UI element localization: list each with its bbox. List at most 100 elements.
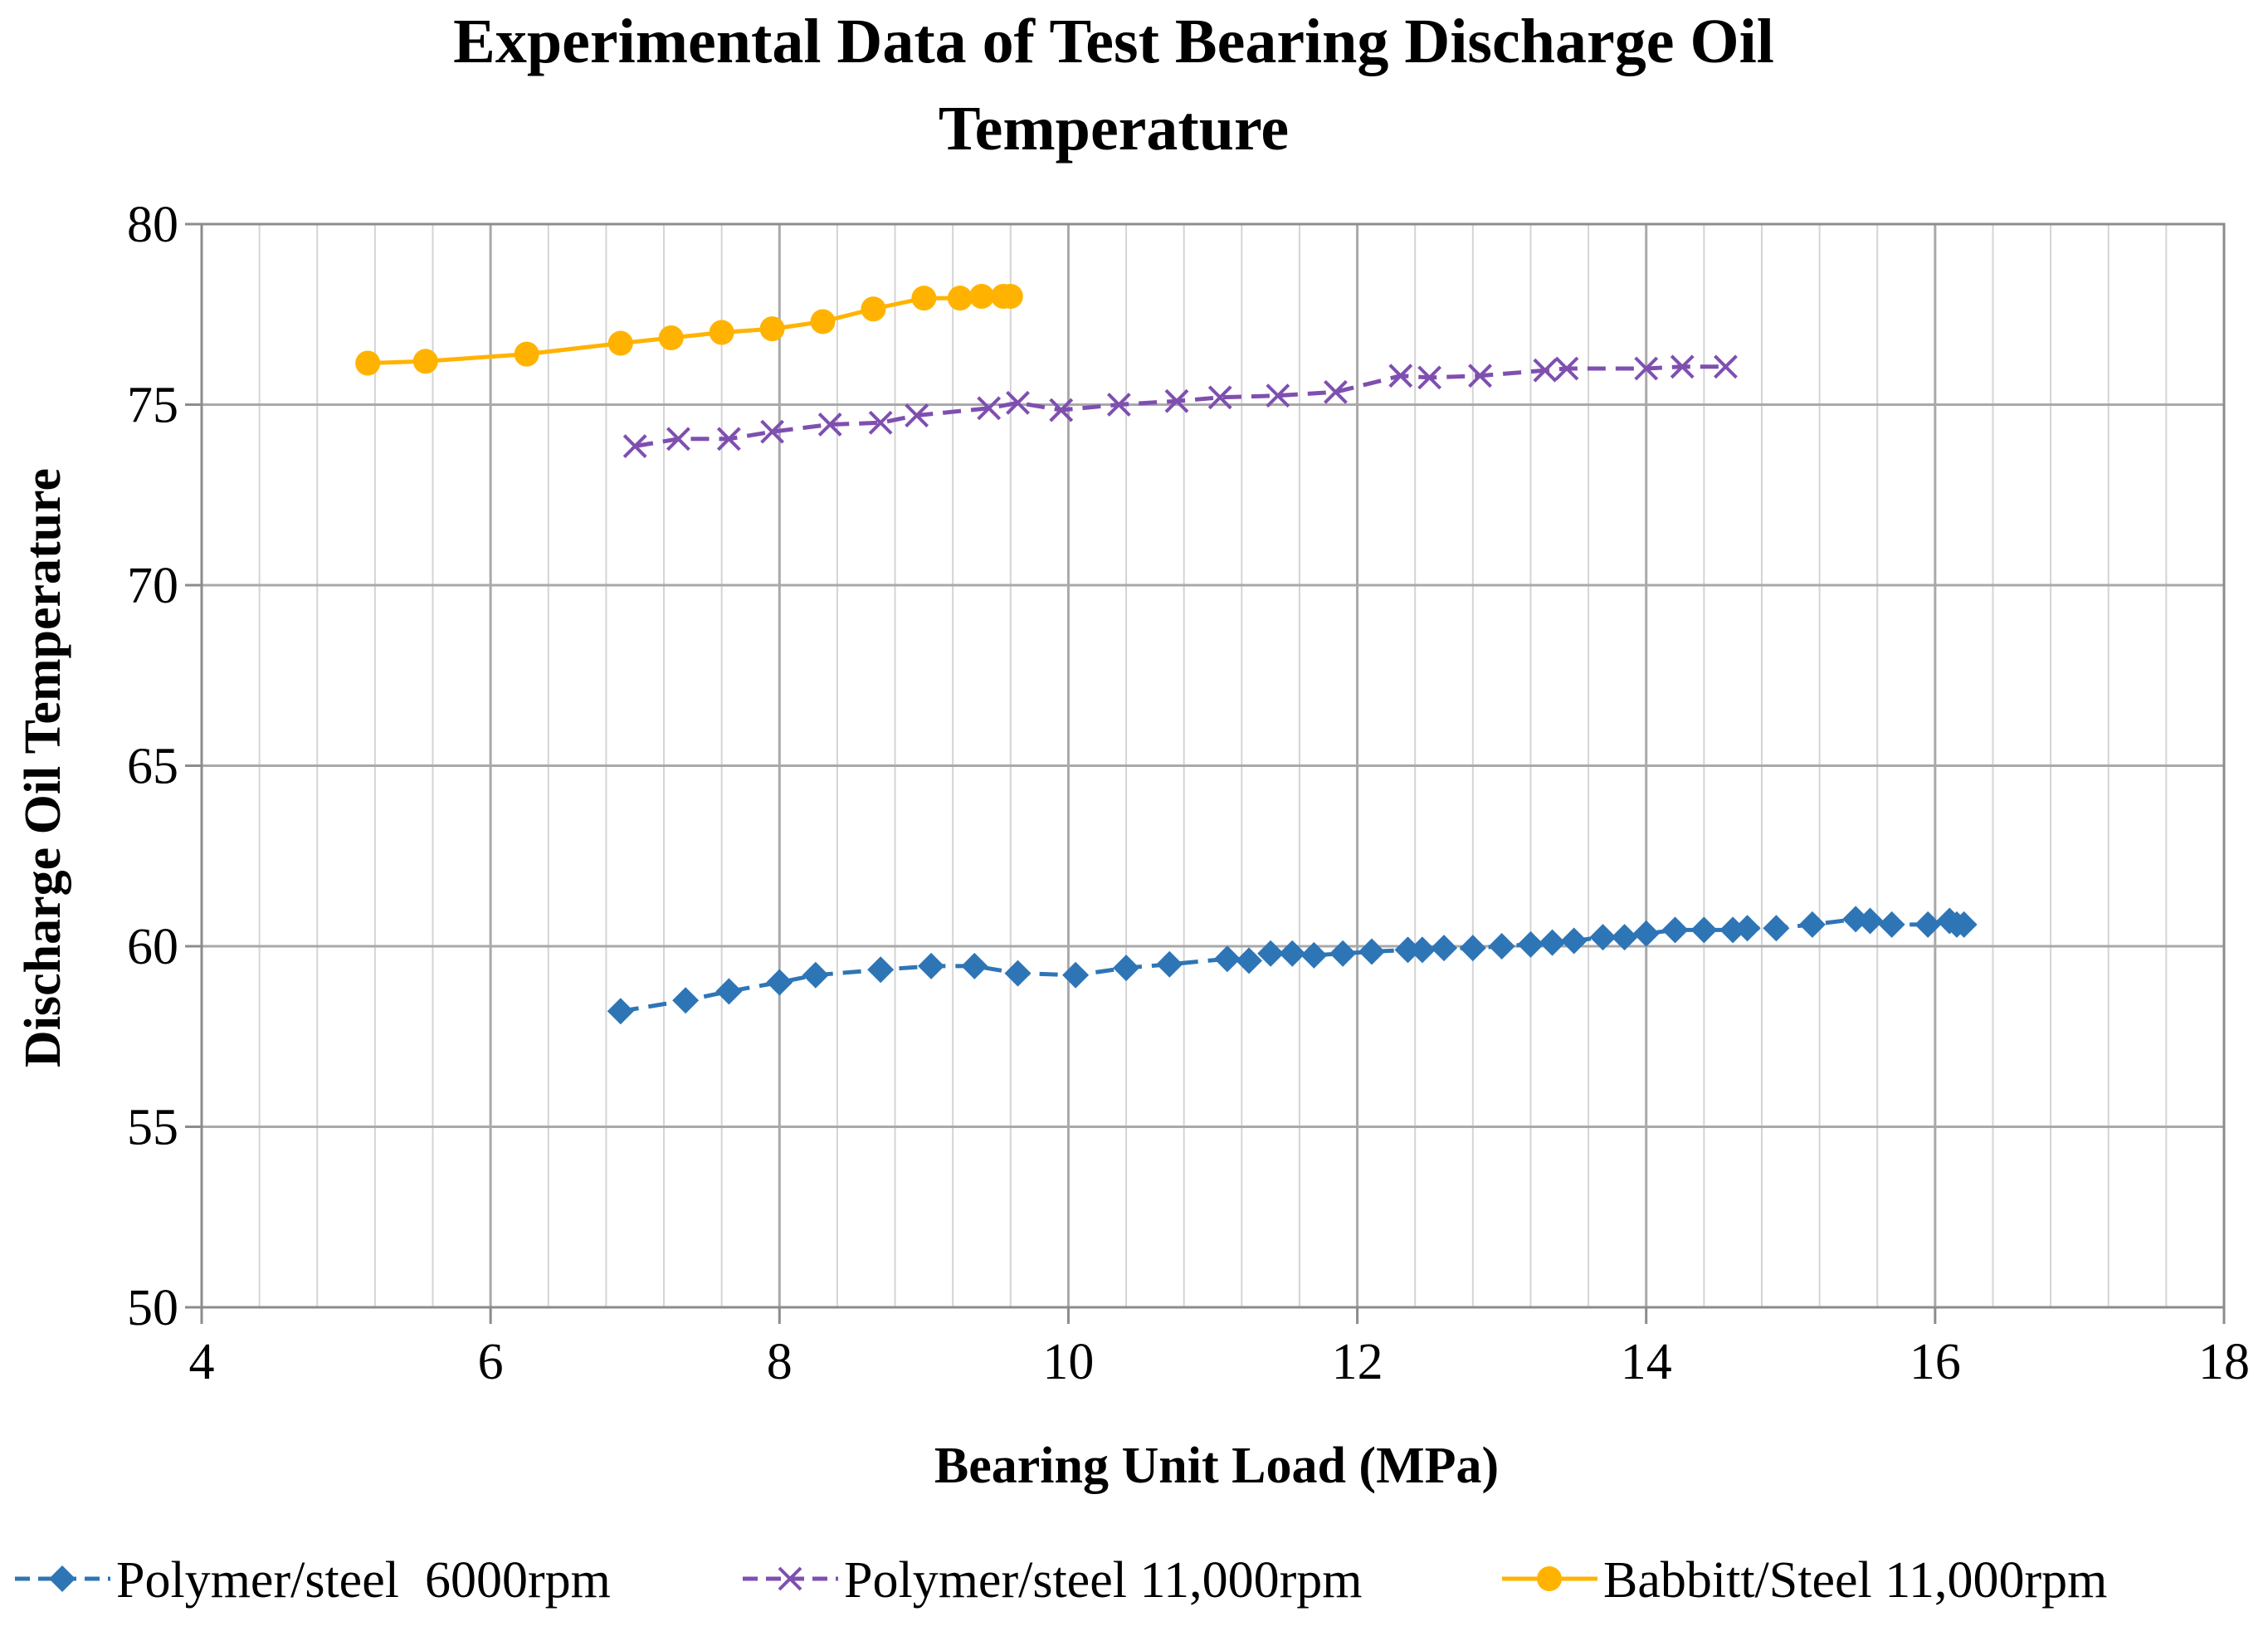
- y-axis-ticks: 50 55 60 65 70 75 80: [127, 197, 202, 1336]
- series-1-point: [1300, 941, 1328, 969]
- series-1-point: [802, 961, 829, 989]
- series-1-point: [1257, 940, 1285, 967]
- series-1-point: [1517, 930, 1544, 958]
- series-1-point: [715, 978, 743, 1005]
- series-1: [607, 906, 1978, 1025]
- series-1-point: [1690, 916, 1718, 944]
- y-tick-label: 60: [127, 919, 178, 975]
- series-1-point: [1279, 940, 1306, 967]
- series-1-point: [1358, 938, 1385, 965]
- series-1-point: [1560, 927, 1588, 955]
- series-3: [355, 284, 1023, 376]
- x-axis-label: Bearing Unit Load (MPa): [934, 1438, 1499, 1494]
- series-2-point: [1049, 398, 1074, 422]
- series-1-point: [1113, 955, 1140, 982]
- series-1-point: [1661, 916, 1689, 944]
- x-tick-label: 8: [767, 1334, 793, 1390]
- series-2-point: [817, 413, 842, 437]
- x-tick-label: 12: [1332, 1334, 1383, 1390]
- series-3-point: [709, 320, 734, 345]
- series-2-point: [1670, 354, 1695, 379]
- legend-swatch-marker: [778, 1566, 802, 1591]
- series-2-point: [1006, 390, 1030, 415]
- legend-item-2: Polymer/steel 11,000rpm: [743, 1552, 1363, 1609]
- series-3-point: [355, 350, 381, 376]
- x-tick-label: 6: [478, 1334, 504, 1390]
- x-tick-label: 10: [1042, 1334, 1094, 1390]
- x-axis-ticks: 4 6 8 10 12 14 16 18: [189, 1307, 2250, 1390]
- series-3-point: [658, 325, 684, 351]
- series-3-point: [911, 286, 937, 311]
- series-2-point: [1207, 385, 1232, 410]
- legend-item-3: Babbitt/Steel 11,000rpm: [1502, 1552, 2107, 1609]
- series-1-point: [1213, 945, 1241, 973]
- chart-title-line-1: Experimental Data of Test Bearing Discha…: [453, 7, 1774, 76]
- chart-title-line-2: Temperature: [939, 94, 1289, 164]
- series-2-point: [868, 410, 893, 435]
- series-1-point: [766, 969, 793, 996]
- series-1-point: [1734, 915, 1761, 942]
- series-3-point: [412, 349, 438, 374]
- series-1-point: [1914, 911, 1942, 938]
- series-3-point: [810, 309, 836, 335]
- series-1-point: [1459, 935, 1486, 962]
- series-2-point: [905, 403, 929, 427]
- series-2-point: [1554, 356, 1579, 381]
- series-2-point: [1468, 364, 1492, 388]
- series-1-point: [1763, 915, 1790, 942]
- y-tick-label: 55: [127, 1100, 178, 1156]
- series-1-point: [1798, 911, 1826, 938]
- series-1-point: [607, 998, 634, 1025]
- series-2-point: [1388, 364, 1413, 388]
- series-1-point: [1329, 940, 1357, 967]
- series-1-point: [1878, 911, 1905, 938]
- series-1-point: [1488, 933, 1515, 960]
- legend-item-1: Polymer/steel 6000rpm: [15, 1552, 611, 1609]
- series-1-point: [867, 956, 895, 984]
- series-3-point: [947, 286, 973, 311]
- series-3-point: [607, 330, 633, 356]
- series-1-point: [672, 987, 700, 1014]
- legend-label: Polymer/steel 11,000rpm: [844, 1552, 1363, 1609]
- series-2-point: [1634, 356, 1659, 381]
- series-1-point: [1611, 924, 1638, 951]
- series-2-point: [716, 427, 741, 452]
- series-1-point: [918, 952, 945, 979]
- series-3-point: [759, 316, 785, 342]
- series-2: [622, 354, 1738, 458]
- y-tick-label: 65: [127, 739, 178, 795]
- y-tick-label: 50: [127, 1280, 178, 1336]
- series-1-point: [1236, 947, 1263, 974]
- series-2-point: [1417, 365, 1442, 390]
- series-2-point: [622, 434, 647, 458]
- series-1-point: [1950, 911, 1978, 938]
- series-2-point: [1533, 358, 1558, 383]
- series-2-point: [666, 427, 690, 452]
- series-1-point: [1156, 950, 1183, 978]
- y-axis-label: Discharge Oil Temperature: [15, 468, 71, 1067]
- series-3-point: [861, 296, 886, 322]
- x-tick-label: 16: [1910, 1334, 1961, 1390]
- series-3-point: [968, 284, 994, 309]
- series-1-point: [1062, 961, 1090, 989]
- series-1-point: [1394, 936, 1422, 964]
- legend-label: Polymer/steel 6000rpm: [116, 1552, 611, 1609]
- x-tick-label: 18: [2198, 1334, 2250, 1390]
- y-tick-label: 70: [127, 558, 178, 614]
- series-1-point: [1431, 935, 1458, 962]
- legend-swatch-marker: [49, 1565, 76, 1592]
- series-2-point: [977, 396, 1002, 421]
- series-1-point: [1539, 929, 1566, 956]
- grid-lines: [202, 224, 2224, 1307]
- series-layer: [355, 284, 1978, 1025]
- series-3-point: [514, 341, 539, 367]
- series-3-point: [997, 284, 1023, 309]
- series-2-point: [1164, 388, 1189, 413]
- legend-label: Babbitt/Steel 11,000rpm: [1603, 1552, 2107, 1609]
- series-2-point: [1324, 379, 1348, 404]
- series-2-point: [1714, 354, 1738, 379]
- series-1-point: [1589, 924, 1617, 951]
- series-1-point: [1856, 907, 1884, 935]
- series-1-point: [1004, 960, 1032, 987]
